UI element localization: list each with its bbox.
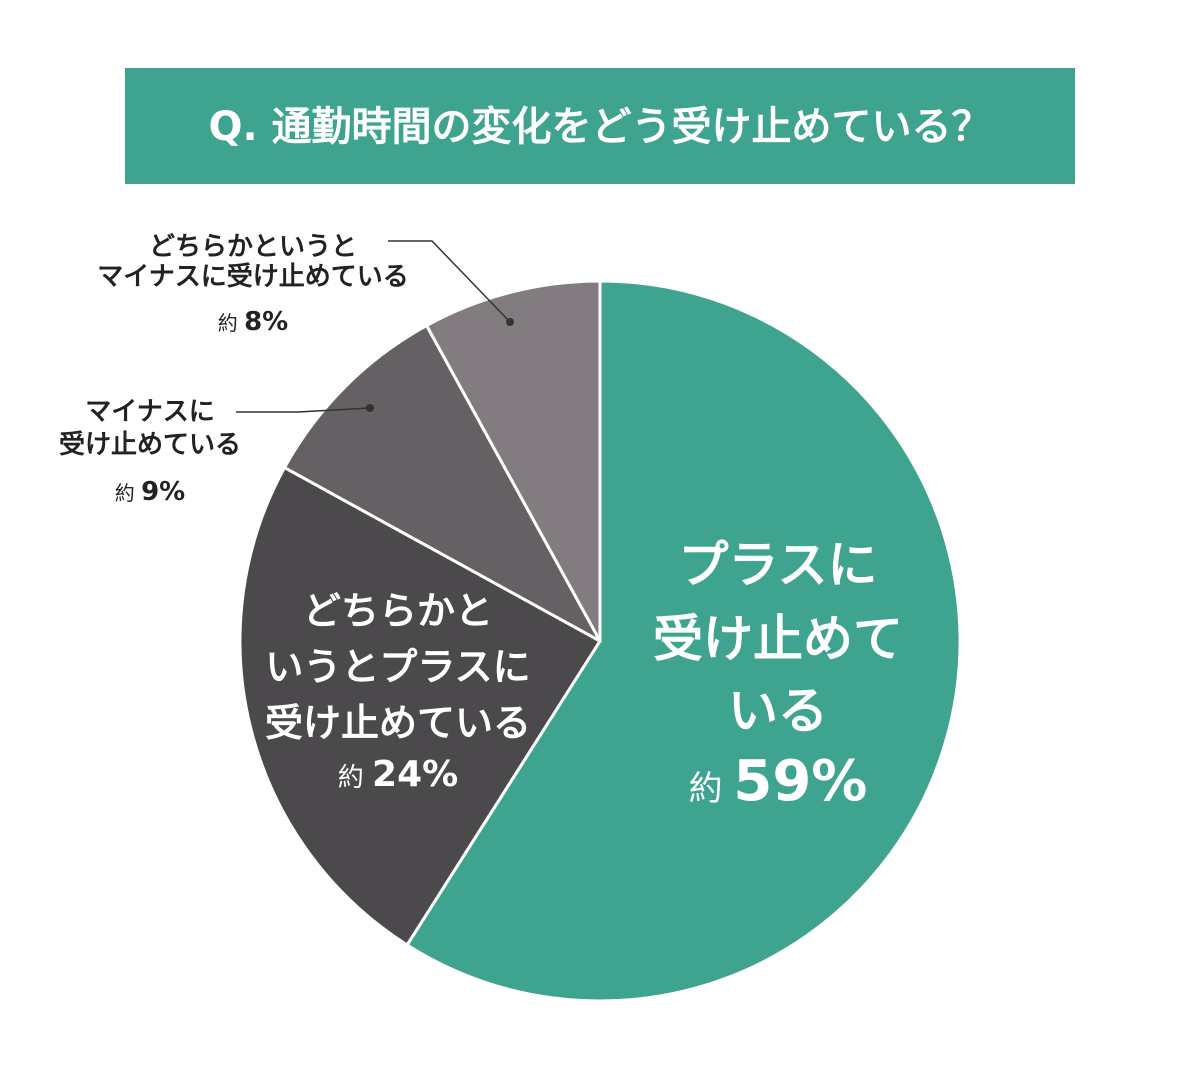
label-somewhat-minus-line-1: どちらかというと	[149, 232, 357, 262]
pie-slice-somewhat-plus	[238, 466, 602, 947]
label-somewhat-plus-prefix: 約	[338, 763, 372, 793]
pie-slice-minus	[283, 324, 602, 643]
title-banner	[125, 68, 1075, 184]
label-somewhat-minus-line-2: マイナスに受け止めている	[97, 261, 408, 292]
label-minus-prefix: 約	[115, 481, 141, 505]
label-plus-line-3: いる	[728, 682, 828, 740]
pie-slices	[238, 279, 962, 1003]
label-somewhat-plus-line-1: どちらかと	[303, 589, 493, 633]
label-plus-value: 約 59%	[689, 749, 868, 814]
label-minus-percent: 9%	[141, 477, 185, 507]
label-somewhat-minus-value: 約 8%	[218, 307, 289, 337]
label-minus-line-2: 受け止めている	[59, 429, 241, 460]
label-somewhat-minus-percent: 8%	[244, 307, 288, 337]
pie-slice-somewhat-minus	[425, 279, 602, 643]
label-plus-prefix: 約	[689, 769, 734, 809]
label-plus-percent: 59%	[733, 749, 867, 814]
pie-slice-plus	[405, 279, 962, 1003]
label-somewhat-plus-line-2: いうとプラスに	[265, 645, 530, 689]
label-minus-line-1: マイナスに	[85, 397, 214, 427]
label-minus-leader-line	[236, 407, 371, 413]
label-somewhat-plus-line-3: 受け止めている	[265, 701, 531, 745]
label-somewhat-minus-leader-line	[388, 240, 511, 323]
label-minus-leader-dot	[366, 404, 374, 412]
label-plus-line-1: プラスに	[679, 536, 878, 594]
label-somewhat-minus-leader-dot	[506, 318, 514, 326]
label-somewhat-plus-value: 約 24%	[338, 754, 458, 795]
label-plus-line-2: 受け止めて	[653, 610, 903, 668]
chart-title: Q. 通勤時間の変化をどう受け止めている？	[208, 104, 991, 150]
label-minus-value: 約 9%	[115, 477, 186, 507]
label-somewhat-plus-percent: 24%	[372, 754, 458, 795]
label-somewhat-minus-prefix: 約	[218, 311, 244, 335]
